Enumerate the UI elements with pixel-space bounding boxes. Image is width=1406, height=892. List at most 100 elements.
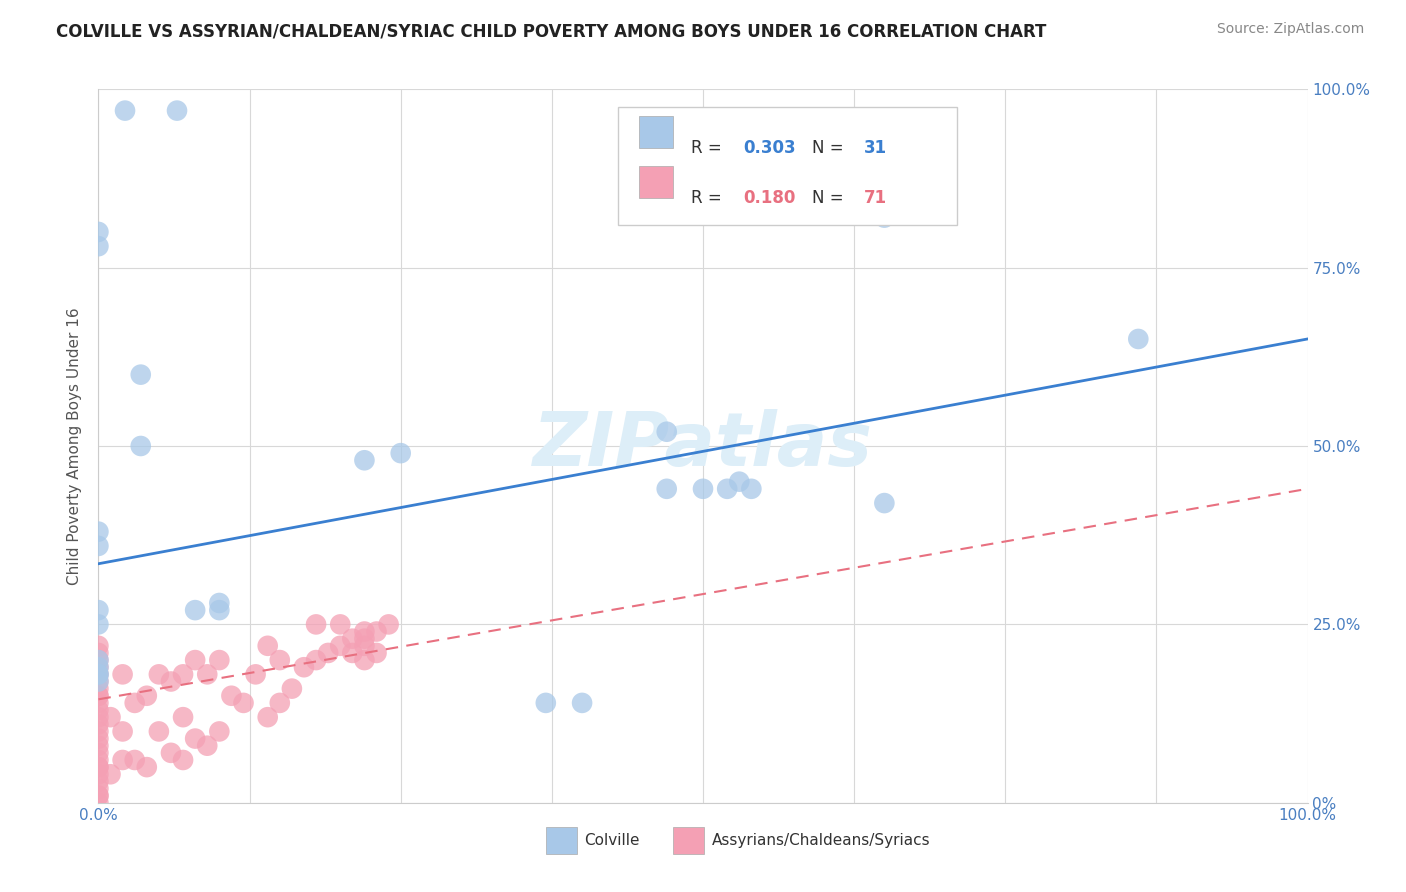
Text: 0.303: 0.303 bbox=[742, 139, 796, 157]
Point bbox=[114, 103, 136, 118]
Point bbox=[377, 617, 399, 632]
FancyBboxPatch shape bbox=[619, 107, 957, 225]
Point bbox=[87, 703, 110, 717]
Point bbox=[342, 646, 364, 660]
Point bbox=[221, 689, 243, 703]
Point bbox=[269, 696, 291, 710]
Text: N =: N = bbox=[811, 189, 849, 207]
Point bbox=[87, 689, 110, 703]
Point bbox=[87, 796, 110, 810]
Point bbox=[87, 653, 110, 667]
Point bbox=[148, 724, 170, 739]
Point bbox=[87, 603, 110, 617]
Point bbox=[87, 760, 110, 774]
Point bbox=[100, 710, 122, 724]
Point bbox=[184, 731, 207, 746]
Point bbox=[87, 689, 110, 703]
Point bbox=[353, 653, 375, 667]
Point bbox=[534, 696, 557, 710]
Point bbox=[87, 681, 110, 696]
Point bbox=[873, 496, 896, 510]
Point bbox=[353, 453, 375, 467]
Point bbox=[740, 482, 762, 496]
FancyBboxPatch shape bbox=[672, 827, 704, 855]
Point bbox=[87, 539, 110, 553]
Point bbox=[208, 603, 231, 617]
Point bbox=[172, 667, 194, 681]
Point bbox=[329, 617, 352, 632]
Point bbox=[87, 674, 110, 689]
FancyBboxPatch shape bbox=[638, 116, 673, 148]
Point bbox=[366, 646, 388, 660]
Point bbox=[111, 667, 134, 681]
Point bbox=[87, 789, 110, 803]
Text: Source: ZipAtlas.com: Source: ZipAtlas.com bbox=[1216, 22, 1364, 37]
Point bbox=[87, 781, 110, 796]
Point bbox=[571, 696, 593, 710]
Point bbox=[316, 646, 339, 660]
Point bbox=[1128, 332, 1150, 346]
Point bbox=[716, 482, 738, 496]
Point bbox=[172, 753, 194, 767]
Point bbox=[292, 660, 315, 674]
Point bbox=[111, 724, 134, 739]
Point bbox=[87, 646, 110, 660]
Point bbox=[87, 660, 110, 674]
Point bbox=[87, 739, 110, 753]
Point bbox=[87, 767, 110, 781]
Point bbox=[124, 753, 146, 767]
Point bbox=[195, 739, 218, 753]
Point bbox=[87, 789, 110, 803]
Point bbox=[87, 639, 110, 653]
Point bbox=[389, 446, 412, 460]
Point bbox=[208, 653, 231, 667]
Point bbox=[87, 696, 110, 710]
Point bbox=[208, 596, 231, 610]
Text: R =: R = bbox=[690, 189, 727, 207]
Text: COLVILLE VS ASSYRIAN/CHALDEAN/SYRIAC CHILD POVERTY AMONG BOYS UNDER 16 CORRELATI: COLVILLE VS ASSYRIAN/CHALDEAN/SYRIAC CHI… bbox=[56, 22, 1046, 40]
Point bbox=[256, 639, 278, 653]
Point bbox=[111, 753, 134, 767]
Point bbox=[87, 746, 110, 760]
Point bbox=[160, 746, 183, 760]
Point bbox=[87, 524, 110, 539]
Point bbox=[87, 617, 110, 632]
Point bbox=[87, 225, 110, 239]
FancyBboxPatch shape bbox=[638, 166, 673, 198]
Point bbox=[87, 674, 110, 689]
Point bbox=[124, 696, 146, 710]
FancyBboxPatch shape bbox=[546, 827, 578, 855]
Point bbox=[281, 681, 304, 696]
Point bbox=[148, 667, 170, 681]
Point bbox=[208, 724, 231, 739]
Point bbox=[353, 639, 375, 653]
Point bbox=[160, 674, 183, 689]
Point bbox=[655, 482, 678, 496]
Point bbox=[129, 439, 152, 453]
Point bbox=[353, 624, 375, 639]
Point bbox=[873, 211, 896, 225]
Point bbox=[366, 624, 388, 639]
Y-axis label: Child Poverty Among Boys Under 16: Child Poverty Among Boys Under 16 bbox=[67, 307, 83, 585]
Point bbox=[256, 710, 278, 724]
Point bbox=[87, 724, 110, 739]
Point bbox=[100, 767, 122, 781]
Text: Colville: Colville bbox=[585, 833, 640, 848]
Point bbox=[87, 667, 110, 681]
Point bbox=[87, 660, 110, 674]
Point bbox=[269, 653, 291, 667]
Point bbox=[245, 667, 267, 681]
Point bbox=[184, 653, 207, 667]
Point bbox=[87, 653, 110, 667]
Point bbox=[87, 717, 110, 731]
Point bbox=[692, 482, 714, 496]
Point bbox=[87, 667, 110, 681]
Point bbox=[87, 731, 110, 746]
Point bbox=[353, 632, 375, 646]
Point bbox=[728, 475, 751, 489]
Point bbox=[305, 617, 328, 632]
Text: ZIPatlas: ZIPatlas bbox=[533, 409, 873, 483]
Point bbox=[87, 760, 110, 774]
Text: 31: 31 bbox=[863, 139, 887, 157]
Point bbox=[172, 710, 194, 724]
